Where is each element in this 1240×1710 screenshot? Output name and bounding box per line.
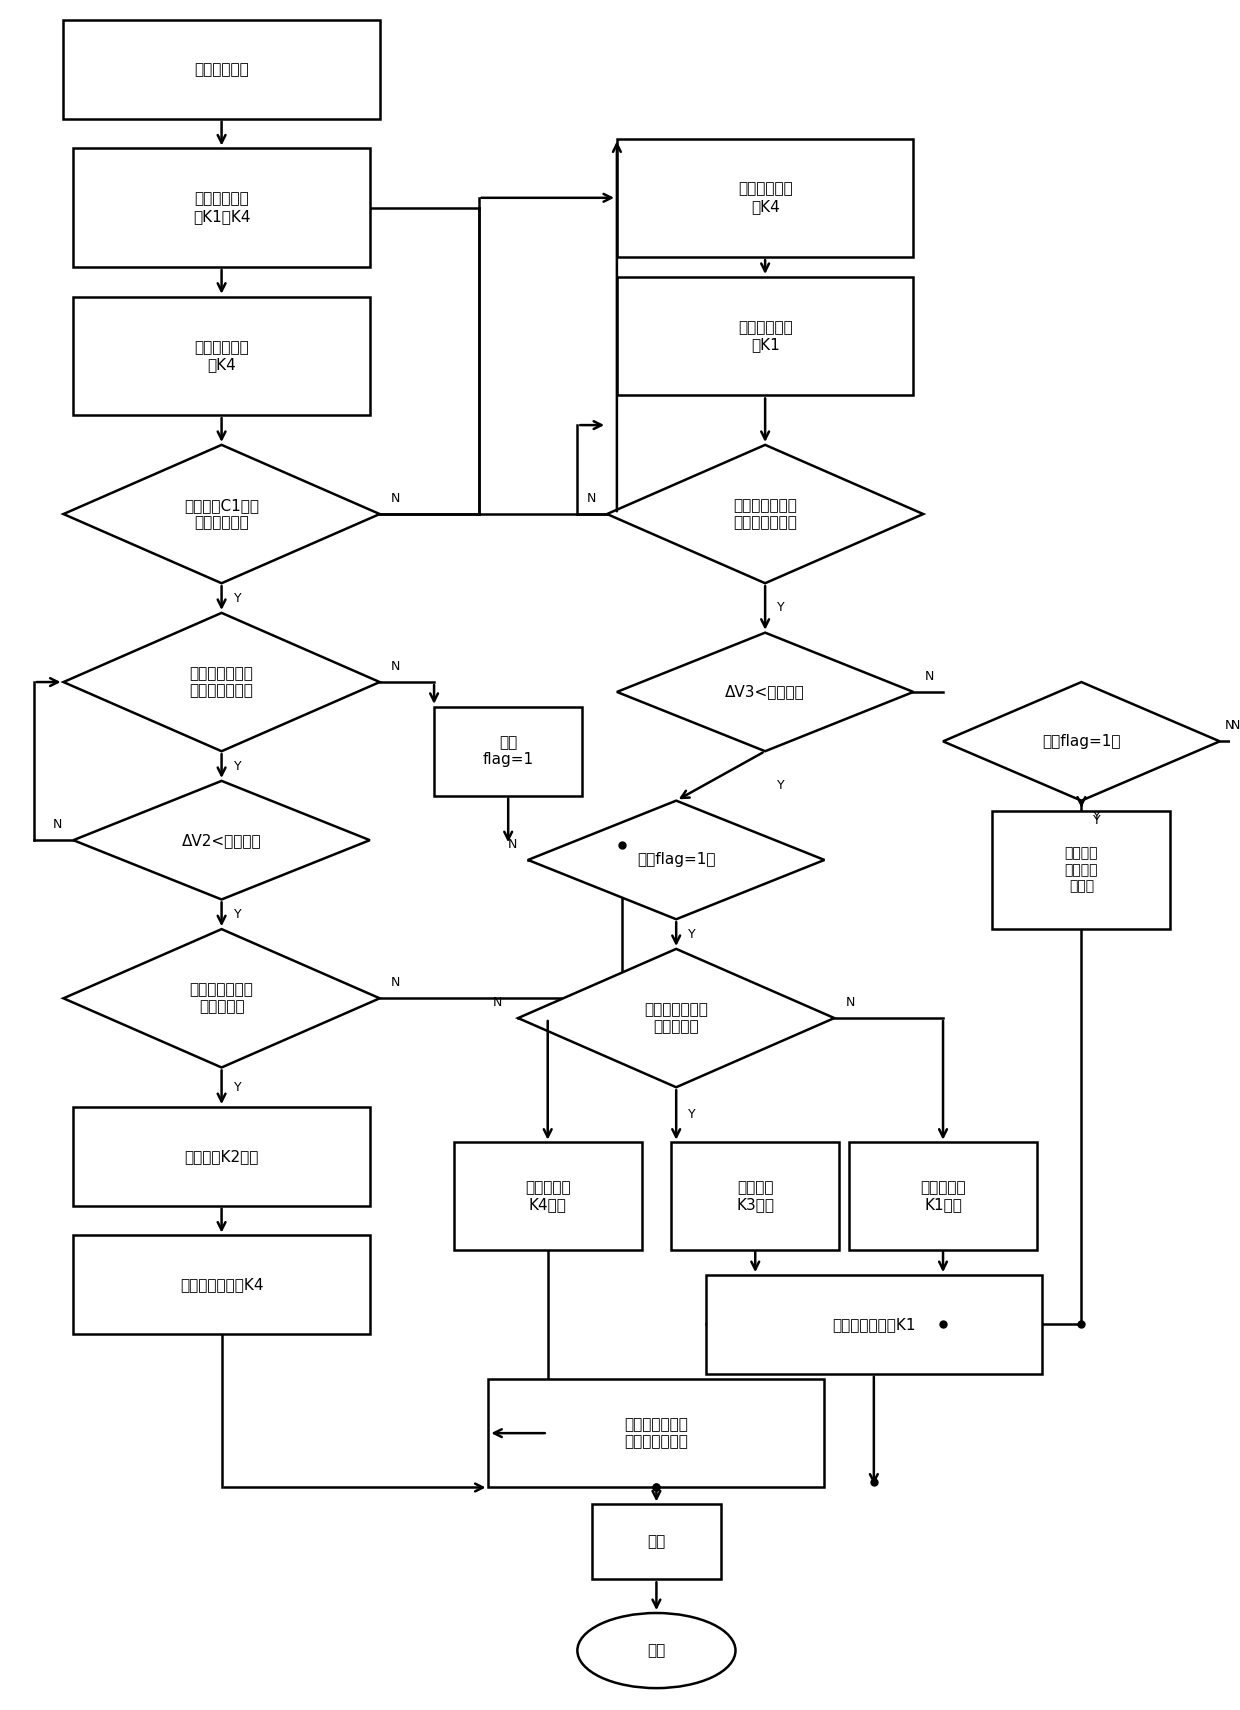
Text: 错误flag=1？: 错误flag=1？ [637,853,715,867]
Polygon shape [944,682,1220,800]
Text: 断开预充接触器K1: 断开预充接触器K1 [832,1317,915,1332]
Text: N: N [925,670,934,682]
FancyBboxPatch shape [849,1142,1037,1250]
FancyBboxPatch shape [73,1106,370,1206]
Polygon shape [73,781,370,899]
Text: Y: Y [777,780,785,792]
Text: 预充时间是否小
于预设时间值？: 预充时间是否小 于预设时间值？ [190,665,253,698]
Text: 正接触器
K3烧结: 正接触器 K3烧结 [737,1180,774,1212]
Text: Y: Y [777,602,785,614]
FancyBboxPatch shape [63,21,379,118]
Text: 闭合预充接触
器K1: 闭合预充接触 器K1 [738,320,792,352]
Text: 上升速率小于预
设速度值？: 上升速率小于预 设速度值？ [190,982,253,1014]
Polygon shape [63,612,379,751]
Text: 预充时间是否小
于预设时间值？: 预充时间是否小 于预设时间值？ [733,498,797,530]
Text: N: N [1231,718,1240,732]
Text: 结束: 结束 [647,1643,666,1659]
FancyBboxPatch shape [992,811,1171,929]
Text: Y: Y [1094,811,1101,823]
Text: N: N [1225,718,1234,732]
Text: N: N [391,660,401,672]
Text: 预充接触器
K1烧结: 预充接触器 K1烧结 [920,1180,966,1212]
Text: 闭合预充接触
器K4: 闭合预充接触 器K4 [195,340,249,373]
Text: Y: Y [233,759,242,773]
Polygon shape [528,800,825,920]
Text: N: N [53,817,62,831]
Polygon shape [616,633,914,751]
Ellipse shape [578,1613,735,1688]
Text: 异常诊断，双边
均有接触器烧结: 异常诊断，双边 均有接触器烧结 [625,1418,688,1450]
Text: 上升速率小于预
设速度值？: 上升速率小于预 设速度值？ [645,1002,708,1035]
Text: Y: Y [233,1081,242,1094]
Polygon shape [63,929,379,1067]
Text: Y: Y [233,908,242,920]
Text: 无接触器
异常，预
充失败: 无接触器 异常，预 充失败 [1065,846,1099,893]
FancyBboxPatch shape [593,1505,720,1580]
Text: ΔV2<预设值？: ΔV2<预设值？ [182,833,262,848]
Text: 断开预充接触器K4: 断开预充接触器K4 [180,1277,263,1293]
Polygon shape [608,445,924,583]
FancyBboxPatch shape [73,296,370,416]
FancyBboxPatch shape [616,277,914,395]
FancyBboxPatch shape [454,1142,641,1250]
Text: N: N [492,995,502,1009]
FancyBboxPatch shape [489,1378,825,1488]
Text: 容性负载C1两端
是否有电压？: 容性负载C1两端 是否有电压？ [184,498,259,530]
Text: Y: Y [1094,814,1101,828]
FancyBboxPatch shape [73,149,370,267]
FancyBboxPatch shape [706,1276,1042,1373]
Text: Y: Y [688,927,696,941]
Text: 断开预充接触
器K1和K4: 断开预充接触 器K1和K4 [193,192,250,224]
Polygon shape [518,949,835,1088]
Text: 预充接触器
K4烧结: 预充接触器 K4烧结 [525,1180,570,1212]
Text: Y: Y [688,1108,696,1122]
FancyBboxPatch shape [434,706,583,795]
Text: N: N [587,492,596,504]
Text: N: N [846,995,854,1009]
FancyBboxPatch shape [616,139,914,256]
FancyBboxPatch shape [73,1236,370,1334]
Text: 正接触器K2烧结: 正接触器K2烧结 [185,1149,259,1165]
Text: 错误
flag=1: 错误 flag=1 [482,735,533,768]
Text: N: N [391,492,401,504]
Text: N: N [507,838,517,850]
Text: 错误flag=1？: 错误flag=1？ [1042,734,1121,749]
Text: ΔV3<预设值？: ΔV3<预设值？ [725,684,805,699]
Text: 断开预充接触
器K4: 断开预充接触 器K4 [738,181,792,214]
Polygon shape [63,445,379,583]
Text: 错误二的判断: 错误二的判断 [195,62,249,77]
Text: N: N [391,976,401,988]
Text: 报警: 报警 [647,1534,666,1549]
Text: Y: Y [233,592,242,605]
FancyBboxPatch shape [671,1142,839,1250]
